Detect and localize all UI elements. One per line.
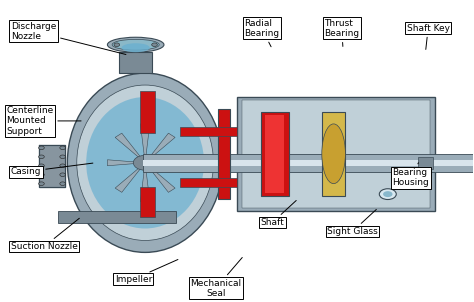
Ellipse shape: [67, 73, 223, 252]
Polygon shape: [39, 145, 65, 187]
Polygon shape: [140, 163, 150, 202]
Text: Suction Nozzle: Suction Nozzle: [11, 218, 79, 251]
Circle shape: [379, 189, 396, 200]
Text: Radial
Bearing: Radial Bearing: [244, 19, 279, 47]
Circle shape: [38, 182, 44, 185]
Polygon shape: [145, 133, 175, 163]
Bar: [143, 160, 473, 166]
Circle shape: [152, 43, 157, 47]
Text: Sight Glass: Sight Glass: [327, 210, 378, 236]
Circle shape: [60, 173, 65, 176]
Circle shape: [38, 155, 44, 159]
Bar: [143, 154, 473, 172]
Bar: [140, 187, 155, 217]
Circle shape: [60, 182, 65, 185]
Polygon shape: [145, 163, 175, 192]
Polygon shape: [145, 160, 183, 166]
Text: Impeller: Impeller: [115, 259, 178, 284]
Polygon shape: [140, 124, 150, 163]
Polygon shape: [115, 133, 145, 163]
Circle shape: [60, 164, 65, 168]
Text: Shaft Key: Shaft Key: [407, 24, 450, 50]
Polygon shape: [115, 163, 145, 192]
Circle shape: [38, 146, 44, 149]
Bar: [242, 100, 430, 207]
Bar: [58, 210, 176, 223]
Bar: [322, 112, 346, 196]
Circle shape: [383, 191, 392, 197]
Ellipse shape: [322, 124, 346, 184]
Circle shape: [60, 146, 65, 149]
Circle shape: [133, 155, 157, 170]
Text: Shaft: Shaft: [261, 201, 296, 227]
Ellipse shape: [77, 85, 213, 240]
Polygon shape: [108, 160, 145, 166]
Bar: [261, 112, 289, 196]
Text: Thrust
Bearing: Thrust Bearing: [324, 19, 359, 47]
Circle shape: [38, 164, 44, 168]
Bar: [181, 178, 237, 187]
Bar: [237, 97, 435, 210]
Ellipse shape: [121, 43, 150, 52]
Text: Discharge
Nozzle: Discharge Nozzle: [11, 21, 126, 54]
Bar: [218, 109, 230, 199]
Circle shape: [38, 173, 44, 176]
Text: Casing: Casing: [11, 163, 93, 176]
Ellipse shape: [112, 39, 159, 50]
Circle shape: [114, 43, 119, 47]
Ellipse shape: [86, 97, 204, 229]
Bar: [265, 115, 284, 193]
Bar: [119, 52, 152, 73]
Bar: [181, 127, 237, 136]
Circle shape: [60, 155, 65, 159]
Ellipse shape: [108, 37, 164, 52]
Text: Mechanical
Seal: Mechanical Seal: [190, 258, 242, 298]
Text: Centerline
Mounted
Support: Centerline Mounted Support: [6, 106, 81, 136]
Bar: [419, 157, 433, 169]
Text: Bearing
Housing: Bearing Housing: [392, 163, 429, 188]
Bar: [140, 91, 155, 133]
